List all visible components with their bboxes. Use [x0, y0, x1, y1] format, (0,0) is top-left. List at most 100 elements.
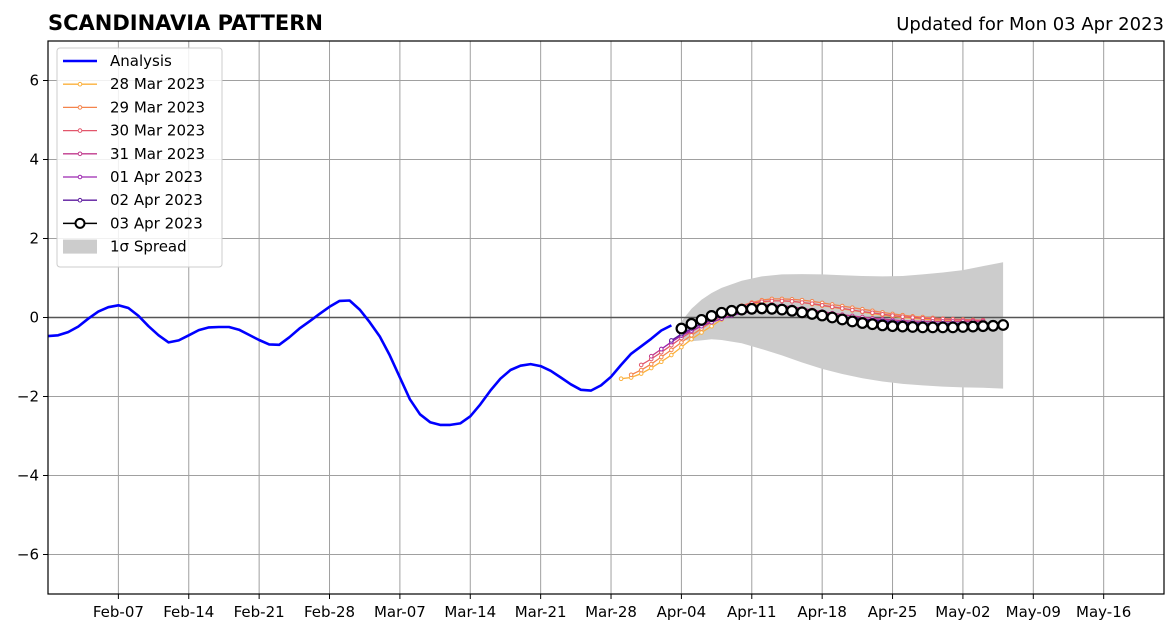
forecast-point: [765, 302, 778, 315]
y-tick-label: 2: [29, 230, 39, 248]
forecast-point: [816, 309, 829, 322]
forecast-point: [866, 318, 879, 331]
forecast-point: [846, 315, 859, 328]
y-tick-label: −4: [17, 467, 39, 485]
y-tick-label: 0: [29, 309, 39, 327]
y-tick-label: −2: [17, 388, 39, 406]
forecast-point: [776, 303, 788, 316]
forecast-point: [658, 354, 664, 360]
forecast-point: [890, 313, 895, 318]
x-tick-label: Mar-28: [585, 603, 637, 621]
x-tick-label: Mar-14: [444, 603, 496, 621]
x-tick-label: May-16: [1076, 603, 1131, 621]
legend-box: [56, 47, 223, 268]
forecast-point: [850, 307, 855, 313]
x-tick-label: Feb-21: [234, 603, 285, 621]
legend-label: 03 Apr 2023: [110, 214, 203, 232]
x-tick-label: Apr-18: [797, 603, 847, 621]
axis-ticks: Feb-07 Feb-14 Feb-21 Feb-28 Mar-07 Mar-14 Mar-…: [17, 72, 1131, 622]
forecast-point: [725, 304, 738, 317]
legend-label: 31 Mar 2023: [110, 145, 205, 163]
forecast-point: [876, 319, 889, 332]
forecast-point: [796, 306, 808, 319]
x-tick-label: May-02: [935, 603, 990, 621]
y-tick-label: −6: [17, 546, 39, 564]
forecast-point: [806, 308, 819, 320]
forecast-point: [618, 376, 624, 382]
forecast-point: [779, 298, 785, 304]
forecast-point: [977, 320, 989, 333]
forecast-point: [675, 322, 688, 335]
forecast-point: [769, 298, 775, 304]
forecast-point: [819, 302, 825, 308]
forecast-point: [638, 367, 644, 373]
chart-subtitle: Updated for Mon 03 Apr 2023: [896, 14, 1164, 35]
forecast-point: [669, 347, 674, 353]
legend-swatch-marker: [74, 217, 86, 229]
legend-swatch-marker: [77, 81, 83, 87]
forecast-point: [916, 321, 929, 334]
legend-label: 29 Mar 2023: [110, 98, 205, 116]
spread-layer: [681, 262, 1004, 389]
forecast-point: [987, 319, 999, 332]
forecast-point: [900, 314, 905, 320]
forecast-point: [695, 313, 708, 326]
forecast-point: [669, 352, 674, 358]
x-tick-label: Apr-11: [727, 603, 777, 621]
legend-swatch-marker: [77, 174, 83, 180]
forecast-point: [628, 372, 634, 378]
legend-label: 30 Mar 2023: [110, 122, 205, 140]
forecast-point: [648, 353, 654, 359]
legend-swatch-marker: [77, 128, 83, 133]
legend-swatch-marker: [77, 151, 83, 157]
forecast-point: [735, 303, 748, 316]
forecast-point: [699, 330, 704, 335]
series-layer: [47, 296, 1010, 427]
y-tick-label: 6: [29, 72, 39, 90]
x-tick-label: May-09: [1006, 603, 1061, 621]
x-tick-label: Apr-04: [657, 603, 707, 621]
forecast-point: [809, 301, 815, 306]
forecast-point: [997, 319, 1010, 331]
x-tick-label: Feb-14: [163, 603, 214, 621]
forecast-point: [946, 321, 959, 334]
forecast-point: [829, 304, 835, 310]
forecast-point: [870, 310, 875, 316]
forecast-point: [880, 312, 885, 317]
forecast-point: [705, 310, 718, 322]
legend-swatch-marker: [77, 197, 83, 203]
forecast-point: [789, 299, 795, 304]
x-tick-label: Feb-28: [304, 603, 355, 621]
chart-title: SCANDINAVIA PATTERN: [48, 11, 323, 35]
forecast-point: [669, 338, 674, 343]
legend-label: 28 Mar 2023: [110, 75, 205, 93]
forecast-point: [715, 306, 728, 319]
forecast-point: [957, 321, 969, 333]
forecast-point: [679, 340, 684, 345]
forecast-point: [638, 362, 644, 368]
forecast-point: [926, 321, 939, 334]
forecast-point: [648, 365, 654, 371]
x-tick-label: Feb-07: [93, 603, 144, 621]
forecast-point: [896, 320, 909, 333]
forecast-point: [906, 321, 919, 333]
forecast-point: [658, 359, 664, 365]
legend-label: 1σ Spread: [110, 238, 187, 256]
forecast-point: [658, 346, 664, 352]
forecast-point: [836, 313, 849, 326]
legend-label: 02 Apr 2023: [110, 191, 203, 209]
forecast-point: [856, 317, 869, 329]
legend-swatch-marker: [77, 105, 83, 110]
legend-swatch-spread: [63, 239, 97, 254]
forecast-point: [679, 344, 684, 350]
x-tick-label: Mar-07: [374, 603, 426, 621]
forecast-point: [648, 361, 654, 367]
x-tick-label: Mar-21: [515, 603, 567, 621]
legend-label: Analysis: [110, 52, 172, 70]
legend: Analysis 28 Mar 2023 29 Mar 2023 30 Mar 202…: [56, 47, 223, 268]
forecast-point: [799, 300, 805, 305]
forecast-point: [745, 302, 758, 315]
forecast-point: [755, 302, 768, 315]
x-tick-label: Apr-25: [868, 603, 918, 621]
